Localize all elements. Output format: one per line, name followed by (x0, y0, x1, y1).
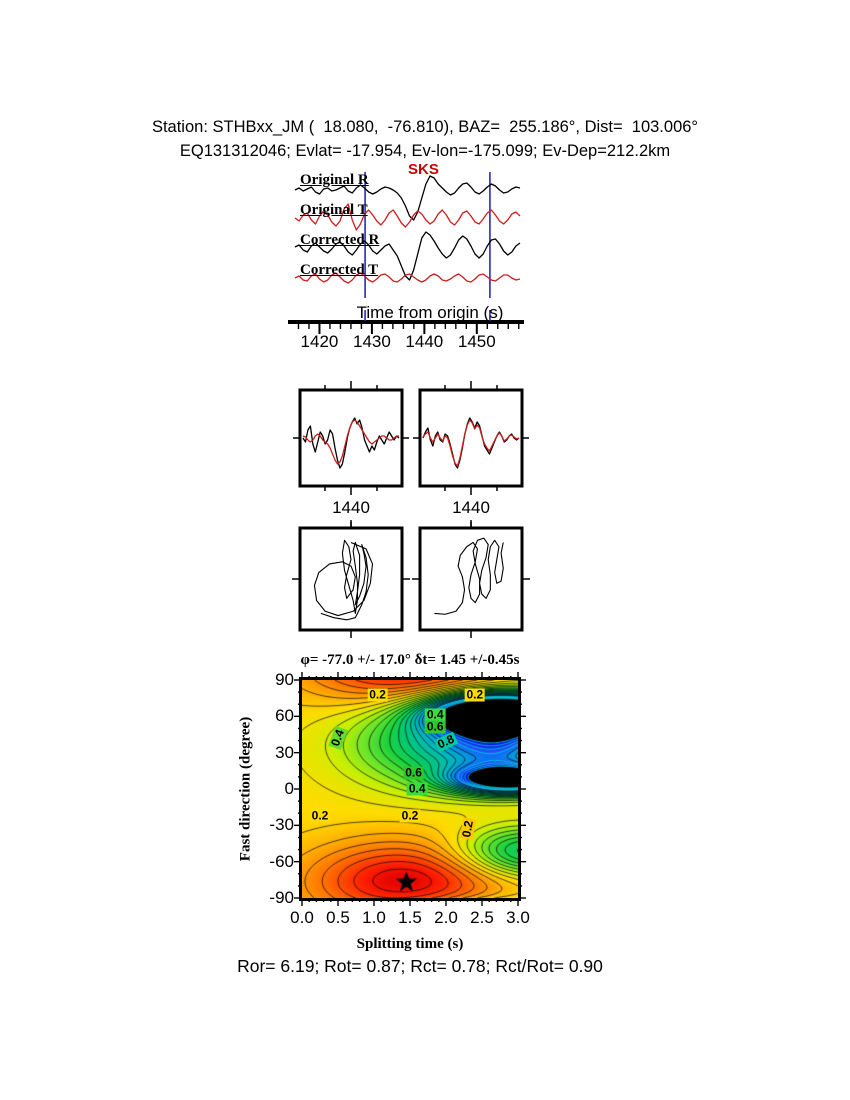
contour-x-tick-label: 0.0 (290, 908, 314, 927)
contour-x-tick-label: 2.0 (434, 908, 458, 927)
time-tick-label: 1450 (457, 332, 496, 351)
pm-curve (434, 537, 504, 615)
window-trace-black (422, 417, 520, 469)
contour-x-tick-label: 0.5 (326, 908, 350, 927)
trace-corrected-t (294, 272, 521, 284)
contour-x-tick-label: 1.5 (398, 908, 422, 927)
window-box-left-xlabel: 1440 (332, 498, 370, 517)
contour-y-tick-label: 0 (284, 779, 294, 798)
phase-label-sks: SKS (408, 161, 439, 178)
contour-y-tick-label: -90 (269, 888, 294, 907)
particle-motion-svg (292, 520, 530, 638)
time-tick-label: 1420 (300, 332, 339, 351)
window-trace-red (422, 419, 520, 467)
contour-ylabel: Fast direction (degree) (237, 716, 254, 862)
trace-original-t (294, 203, 521, 231)
time-axis-title: Time from origin (s) (356, 303, 504, 322)
contour-ticks-svg (294, 672, 526, 906)
pm-box (298, 526, 404, 632)
contour-x-tick-label: 3.0 (506, 908, 530, 927)
trace-corrected-r (294, 231, 521, 281)
trace-label-corrected-t: Corrected T (300, 262, 379, 278)
contour-x-tick-label: 1.0 (362, 908, 386, 927)
event-title: EQ131312046; Evlat= -17.954, Ev-lon=-175… (179, 142, 671, 160)
contour-y-tick-label: -60 (269, 851, 294, 871)
contour-y-tick-label: 30 (275, 742, 294, 762)
window-trace-red (302, 419, 399, 465)
trace-label-original-t: Original T (300, 202, 368, 218)
trace-original-r (294, 175, 521, 221)
contour-xlabel: Splitting time (s) (356, 936, 464, 952)
contour-y-tick-label: 60 (275, 706, 294, 726)
window-boxes-svg (293, 381, 529, 528)
footer-stats: Ror= 6.19; Rot= 0.87; Rct= 0.78; Rct/Rot… (237, 956, 603, 976)
station-title: Station: STHBxx_JM ( 18.080, -76.810), B… (151, 118, 699, 136)
trace-label-corrected-r: Corrected R (300, 232, 380, 248)
contour-y-tick-label: 90 (275, 670, 294, 689)
contour-title: φ= -77.0 +/- 17.0° δt= 1.45 +/-0.45s (300, 652, 520, 668)
contour-y-tick-label: -30 (269, 815, 294, 835)
window-box-right-xlabel: 1440 (452, 498, 490, 517)
trace-plot-svg (288, 172, 524, 334)
trace-label-original-r: Original R (300, 172, 369, 188)
time-tick-label: 1430 (352, 332, 391, 351)
pm-curve (313, 539, 374, 621)
time-tick-label: 1440 (405, 332, 444, 351)
contour-x-tick-label: 2.5 (470, 908, 494, 927)
